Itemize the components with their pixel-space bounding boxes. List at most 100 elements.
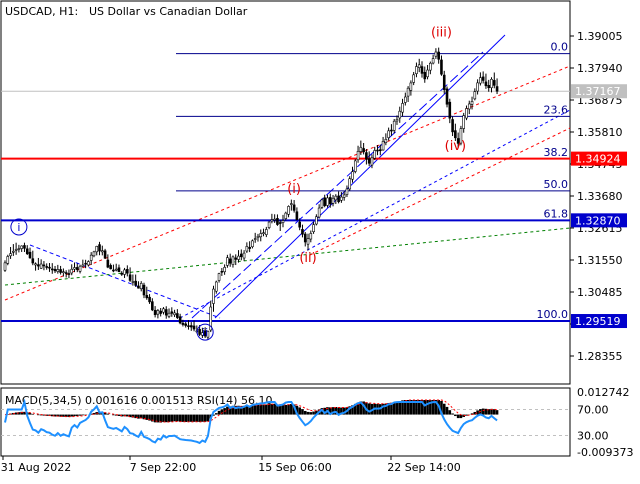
candle <box>101 245 104 256</box>
candle <box>476 79 479 95</box>
candle-body-bear <box>367 158 371 164</box>
wave-label: (i) <box>287 182 301 197</box>
indicator-label: MACD(5,34,5) 0.001616 0.001513 RSI(14) 5… <box>5 394 272 407</box>
candle-body-bear <box>31 258 35 264</box>
candle-body-bear <box>481 76 485 81</box>
candle-body-bull <box>409 82 413 91</box>
candle <box>128 267 132 282</box>
candle-body-bear <box>203 330 207 337</box>
candle-body-bear <box>23 245 26 249</box>
candle-body-bull <box>351 171 354 180</box>
fib-level-label: 50.0 <box>544 178 569 191</box>
wave-label-i: i <box>17 221 20 234</box>
candle-body-bull <box>3 262 7 271</box>
candle <box>145 286 149 300</box>
candle <box>223 264 226 275</box>
candle-body-bull <box>370 157 374 166</box>
candle-body-bear <box>295 211 299 221</box>
candle <box>406 86 410 103</box>
candle <box>467 100 471 115</box>
candle-body-bull <box>353 160 357 172</box>
candle <box>45 263 49 270</box>
candle-body-bear <box>487 85 491 89</box>
candle-body-bull <box>167 312 171 317</box>
candle <box>376 145 379 156</box>
trend-line <box>214 34 506 319</box>
candle-body-bear <box>445 88 449 105</box>
trend-line <box>309 127 571 256</box>
candle-body-bull <box>9 253 12 257</box>
macd-axis-label: -0.009373 <box>577 446 633 459</box>
level-price-tag <box>571 151 627 166</box>
candle-body-bull <box>381 141 385 151</box>
candle <box>295 207 299 221</box>
candle-body-bear <box>390 129 393 132</box>
candle-body-bull <box>315 216 318 225</box>
candle-body-bull <box>34 263 37 266</box>
candle <box>126 265 129 277</box>
candle <box>301 224 304 238</box>
candle-body-bear <box>301 229 304 235</box>
candle <box>240 249 243 261</box>
candle-body-bear <box>448 101 452 119</box>
candle-body-bull <box>415 66 418 74</box>
candle-body-bull <box>139 283 143 290</box>
candle <box>251 239 254 249</box>
candle <box>67 269 71 279</box>
candle-body-bull <box>56 269 60 272</box>
candle <box>395 115 399 125</box>
candle-body-bear <box>184 323 187 326</box>
candle-body-bull <box>417 64 421 68</box>
price-tick-label: 1.33680 <box>577 190 623 203</box>
candle <box>492 72 496 89</box>
candle-body-bear <box>153 309 157 316</box>
wave-marker-i <box>10 218 28 236</box>
candle-body-bull <box>256 235 260 239</box>
candle <box>12 244 15 256</box>
candle <box>281 214 285 228</box>
candle-body-bear <box>75 267 79 270</box>
candle <box>228 253 232 267</box>
candle-body-bull <box>267 221 271 228</box>
candle-body-bear <box>198 329 201 335</box>
candle-body-bull <box>281 220 285 223</box>
candle <box>42 261 46 271</box>
candle <box>320 198 324 209</box>
indicator-layer: 70.00 30.00 0.012742 -0.009373 <box>1 386 633 459</box>
candle-body-bear <box>98 244 101 252</box>
candle <box>412 71 415 86</box>
candle-body-bear <box>323 197 327 206</box>
candle <box>481 71 485 84</box>
candle <box>151 298 154 312</box>
candle <box>434 48 438 59</box>
candle-body-bull <box>251 240 254 248</box>
candle <box>70 264 74 276</box>
candle-body-bear <box>50 268 54 271</box>
price-tick-label: 1.35810 <box>577 126 623 139</box>
candle <box>87 260 90 267</box>
candle <box>106 254 110 269</box>
wave-labels: iii(i)(ii)(iii)(iv) <box>10 26 466 341</box>
candle-body-bear <box>106 259 110 268</box>
candle-body-bull <box>320 199 324 208</box>
candle <box>176 309 179 319</box>
candle <box>426 64 429 80</box>
candle-body-bull <box>476 82 479 92</box>
candle <box>120 271 124 276</box>
candle <box>284 211 288 221</box>
candle <box>276 214 279 226</box>
current-price-tag <box>571 84 627 99</box>
candle-body-bear <box>298 221 301 228</box>
candle-body-bear <box>456 138 460 144</box>
price-tick-label: 1.28355 <box>577 350 623 363</box>
candle <box>473 88 477 101</box>
candle <box>212 285 215 312</box>
candle <box>242 250 246 261</box>
price-axis: 1.390051.379401.368751.358101.347451.336… <box>570 30 627 363</box>
candle <box>148 294 151 304</box>
candle-body-bull <box>479 77 482 84</box>
candle-body-bull <box>253 238 257 240</box>
level-price-label: 1.34924 <box>575 153 621 166</box>
candle-body-bear <box>376 149 379 152</box>
